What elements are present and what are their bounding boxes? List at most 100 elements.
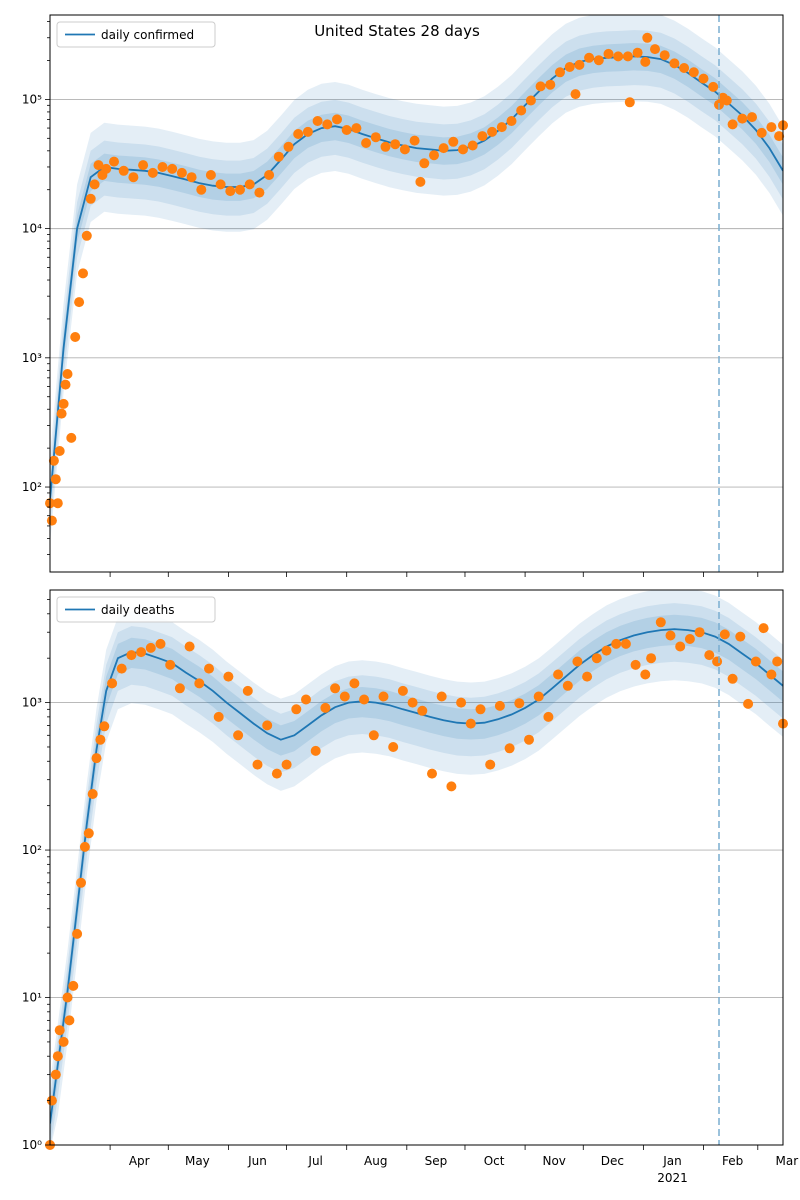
- model-line: [50, 628, 783, 1124]
- observation-point: [186, 172, 197, 183]
- x-tick-label: Dec: [601, 1154, 624, 1168]
- observation-point: [85, 193, 96, 204]
- observation-point: [756, 127, 767, 138]
- observation-point: [570, 89, 581, 100]
- observation-point: [58, 1036, 69, 1047]
- observation-point: [675, 641, 686, 652]
- observation-point: [109, 156, 119, 167]
- x-tick-label: Jan: [662, 1154, 682, 1168]
- observation-point: [107, 678, 118, 689]
- observation-point: [264, 170, 275, 180]
- observation-point: [640, 56, 651, 67]
- observation-point: [72, 928, 83, 939]
- observation-point: [312, 116, 323, 126]
- observation-point: [174, 683, 185, 694]
- observation-point: [194, 678, 205, 689]
- observation-point: [126, 650, 137, 661]
- observation-point: [91, 753, 102, 764]
- x-tick-label: Jun: [247, 1154, 267, 1168]
- observation-point: [56, 408, 67, 419]
- observation-point: [99, 721, 110, 732]
- observation-point: [93, 160, 104, 171]
- x-tick-label: Mar: [776, 1154, 799, 1168]
- observation-point: [262, 720, 273, 731]
- observation-point: [225, 186, 236, 197]
- observation-point: [78, 268, 88, 279]
- observation-point: [737, 113, 748, 124]
- x-tick-label: Aug: [364, 1154, 387, 1168]
- observation-point: [54, 1025, 65, 1036]
- deaths-legend: daily deaths: [56, 596, 216, 623]
- observation-point: [659, 50, 670, 61]
- y-tick-label: 10³: [22, 696, 42, 710]
- observation-point: [417, 705, 428, 716]
- observation-point: [64, 1015, 75, 1026]
- observation-point: [205, 170, 216, 180]
- observation-point: [332, 114, 342, 125]
- confirmed-y-axis: 10² 10³ 10⁴ 10⁵: [22, 21, 50, 555]
- observation-point: [601, 645, 612, 656]
- observation-point: [302, 126, 313, 137]
- observation-point: [640, 669, 651, 680]
- observation-point: [399, 144, 410, 155]
- observation-point: [165, 659, 176, 670]
- observation-point: [698, 73, 709, 84]
- observation-point: [758, 623, 769, 634]
- observation-point: [223, 671, 234, 682]
- observation-point: [233, 730, 244, 741]
- observation-point: [273, 151, 284, 162]
- band-middle: [50, 603, 783, 1145]
- observation-point: [524, 734, 534, 745]
- observation-point: [74, 297, 85, 308]
- observation-point: [62, 992, 73, 1003]
- legend-label: daily confirmed: [101, 28, 194, 42]
- observation-point: [712, 656, 723, 667]
- confirmed-panel: 10² 10³ 10⁴ 10⁵ daily confirmed: [22, 14, 788, 577]
- observation-point: [525, 95, 536, 106]
- observation-point: [213, 711, 224, 722]
- y-tick-label: 10⁰: [22, 1138, 42, 1152]
- observation-point: [564, 62, 575, 72]
- observation-point: [624, 97, 635, 108]
- observation-point: [252, 759, 263, 770]
- observation-point: [339, 691, 350, 702]
- observation-point: [630, 659, 641, 670]
- observation-point: [467, 140, 478, 151]
- observation-point: [361, 138, 372, 148]
- observation-point: [727, 119, 738, 130]
- observation-point: [46, 515, 57, 526]
- confirmed-axes-frame: [49, 14, 784, 573]
- x-tick-label: Oct: [484, 1154, 505, 1168]
- observation-point: [591, 653, 602, 664]
- observation-point: [155, 638, 166, 649]
- observation-point: [310, 745, 321, 756]
- observation-point: [87, 789, 98, 799]
- axes-frame: [49, 589, 784, 1146]
- observation-point: [60, 379, 71, 390]
- observation-point: [145, 642, 156, 653]
- observation-point: [204, 663, 214, 674]
- observation-point: [553, 669, 564, 680]
- observation-point: [301, 694, 311, 705]
- observation-point: [415, 176, 426, 187]
- observation-point: [562, 680, 573, 691]
- observation-point: [632, 47, 643, 58]
- observation-point: [66, 432, 77, 443]
- y-tick-label: 10²: [22, 480, 42, 494]
- observation-point: [516, 105, 527, 116]
- observation-point: [684, 634, 695, 644]
- observation-point: [582, 671, 593, 682]
- observation-point: [349, 678, 360, 689]
- y-tick-label: 10¹: [22, 991, 42, 1005]
- observation-point: [727, 673, 738, 684]
- observation-point: [646, 653, 657, 664]
- observation-point: [81, 230, 92, 241]
- observation-point: [58, 398, 69, 409]
- observation-point: [613, 51, 624, 62]
- observation-point: [215, 179, 226, 190]
- observation-point: [603, 48, 614, 59]
- observation-point: [620, 638, 631, 649]
- observation-point: [52, 1051, 63, 1062]
- observation-point: [50, 474, 61, 485]
- observation-point: [320, 702, 331, 713]
